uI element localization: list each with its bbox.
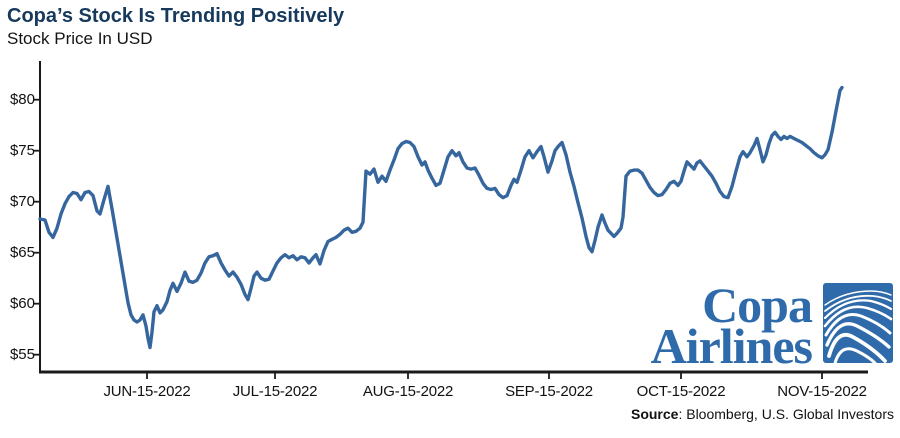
y-axis-label: $65 (9, 243, 35, 261)
x-axis-label: OCT-15-2022 (636, 383, 726, 400)
x-axis-label: NOV-15-2022 (777, 383, 867, 400)
source-credit: Source: Bloomberg, U.S. Global Investors (631, 406, 894, 422)
logo-copa-text: Copa (702, 277, 813, 333)
y-axis-label: $55 (9, 345, 35, 363)
x-axis-label: SEP-15-2022 (505, 383, 593, 400)
page-title: Copa’s Stock Is Trending Positively (7, 5, 345, 27)
copa-airlines-logo: Copa Airlines (650, 277, 893, 374)
y-axis-label: $70 (9, 192, 35, 210)
source-label: Source (630, 406, 679, 422)
copa-swoosh-icon (823, 283, 893, 363)
source-text: : Bloomberg, U.S. Global Investors (678, 406, 894, 422)
copa-airlines-wordmark: Copa Airlines (650, 277, 813, 374)
x-axis-label: AUG-15-2022 (362, 383, 454, 400)
page-subtitle: Stock Price In USD (7, 29, 153, 48)
y-axis-label: $80 (9, 90, 35, 108)
x-axis-label: JUL-15-2022 (232, 383, 318, 400)
x-axis-label: JUN-15-2022 (103, 383, 191, 400)
y-axis-label: $60 (9, 294, 35, 312)
stock-price-line (38, 85, 844, 350)
logo-airlines-text: Airlines (650, 318, 813, 374)
y-axis-label: $75 (9, 141, 35, 159)
